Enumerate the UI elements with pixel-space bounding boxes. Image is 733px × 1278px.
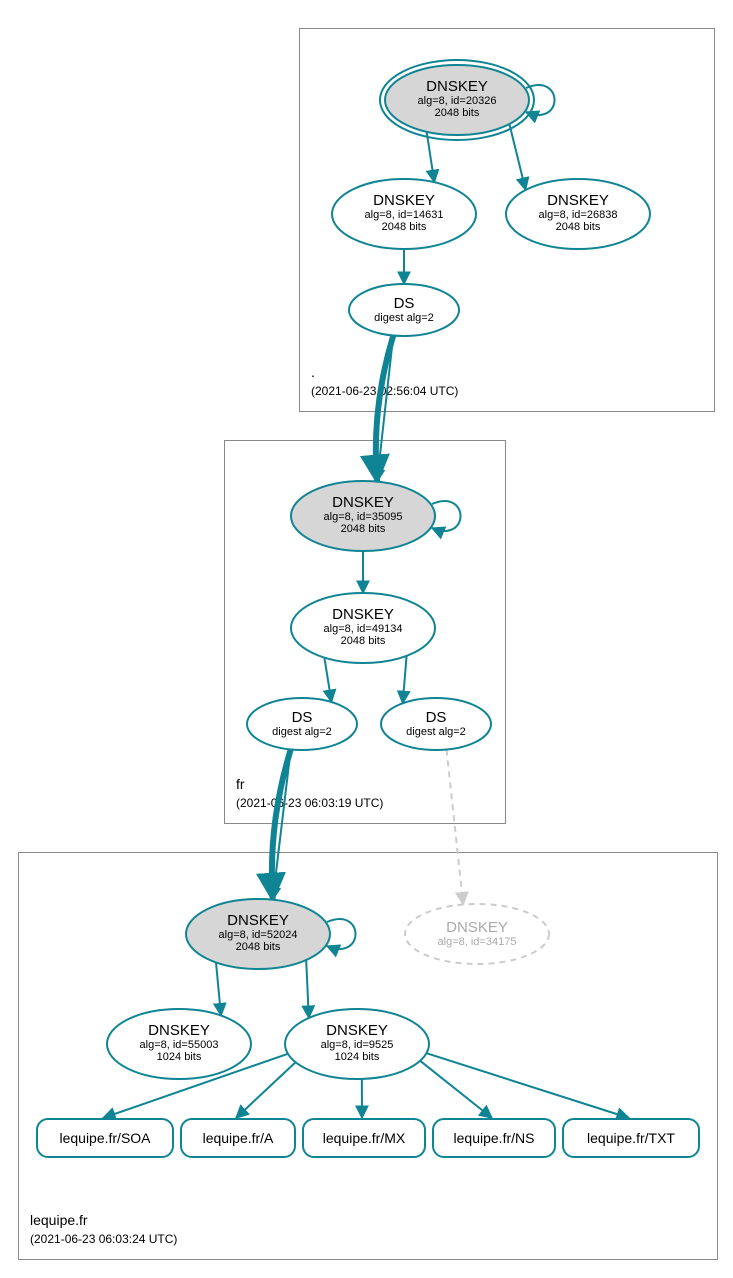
record-mx: lequipe.fr/MX <box>302 1118 426 1158</box>
record-txt: lequipe.fr/TXT <box>562 1118 700 1158</box>
zone-fr-box <box>224 440 506 824</box>
zone-lequipe-label: lequipe.fr <box>30 1212 88 1228</box>
zone-lequipe-box <box>18 852 718 1260</box>
record-soa: lequipe.fr/SOA <box>36 1118 174 1158</box>
zone-root-label: . <box>311 364 315 380</box>
record-a: lequipe.fr/A <box>180 1118 296 1158</box>
zone-lequipe-timestamp: (2021-06-23 06:03:24 UTC) <box>30 1232 177 1246</box>
record-ns: lequipe.fr/NS <box>432 1118 556 1158</box>
zone-fr-timestamp: (2021-06-23 06:03:19 UTC) <box>236 796 383 810</box>
zone-fr-label: fr <box>236 776 245 792</box>
zone-root-timestamp: (2021-06-23 02:56:04 UTC) <box>311 384 458 398</box>
zone-root-box <box>299 28 715 412</box>
